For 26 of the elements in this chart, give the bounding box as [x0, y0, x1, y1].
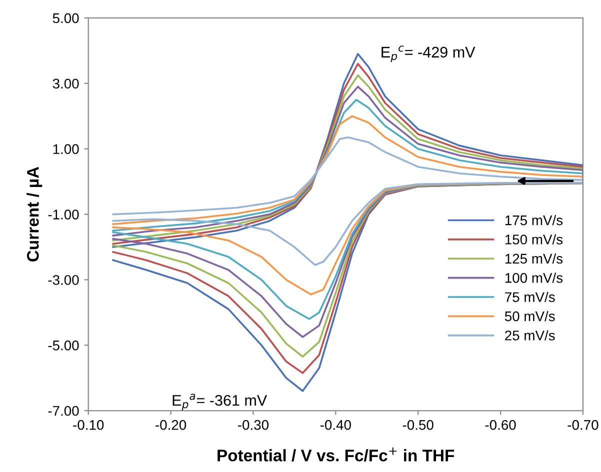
x-tick-label: -0.30: [238, 420, 269, 430]
legend-label: 175 mV/s: [505, 215, 563, 226]
y-tick-label: -7.00: [48, 406, 79, 416]
x-tick-label: -0.60: [485, 420, 516, 430]
x-tick-label: -0.20: [156, 420, 186, 430]
x-tick-label: -0.40: [320, 420, 351, 430]
y-tick-label: 5.00: [52, 13, 79, 24]
x-tick-label: -0.50: [402, 420, 434, 430]
legend-label: 75 mV/s: [505, 292, 555, 302]
legend-label: 25 mV/s: [505, 330, 555, 340]
y-tick-label: -3.00: [48, 275, 79, 285]
line-series: [112, 136, 583, 266]
x-axis-title: Potential / V vs. Fc/Fc$^{+}$ in THF: [218, 448, 454, 462]
y-tick-label: -1.00: [48, 210, 79, 220]
y-tick-label: 1.00: [53, 144, 79, 154]
x-tick-label: -0.70: [568, 420, 598, 430]
legend-label: 125 mV/s: [505, 253, 563, 264]
x-tick-label: -0.10: [73, 420, 104, 430]
y-axis-title: Current / µA: [26, 166, 42, 262]
annotation: E$_{p}$$^{c}$= -429 mV: [382, 46, 476, 62]
legend-label: 150 mV/s: [505, 234, 563, 244]
annotation: E$_{p}$$^{a}$= -361 mV: [172, 394, 268, 410]
legend-label: 50 mV/s: [504, 311, 555, 322]
y-tick-label: 3.00: [52, 78, 79, 89]
y-tick-label: -5.00: [48, 340, 79, 350]
legend-label: 100 mV/s: [505, 272, 563, 283]
